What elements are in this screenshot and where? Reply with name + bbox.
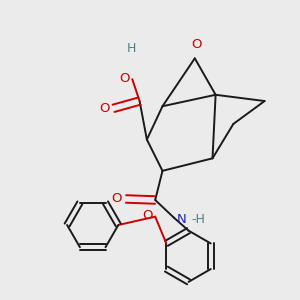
Text: O: O	[142, 208, 153, 222]
Text: O: O	[111, 192, 122, 205]
Text: O: O	[191, 38, 202, 52]
Text: N: N	[177, 213, 187, 226]
Text: H: H	[127, 42, 136, 55]
Text: -H: -H	[191, 213, 205, 226]
Text: O: O	[119, 72, 130, 85]
Text: O: O	[99, 102, 110, 115]
